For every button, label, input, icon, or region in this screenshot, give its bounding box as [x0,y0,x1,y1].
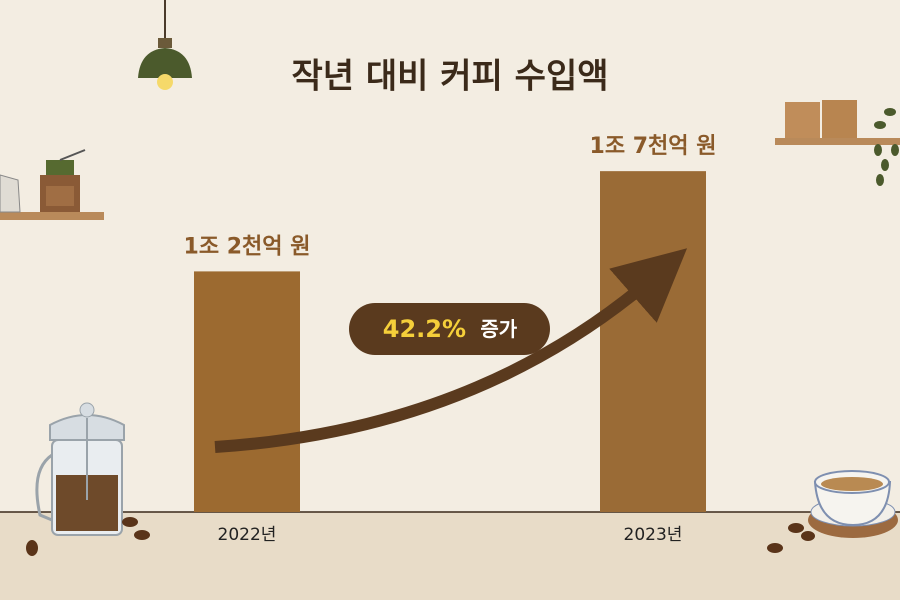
x-tick-label: 2023년 [624,525,683,545]
coffee-beans [26,517,815,556]
growth-arrow [214,248,688,453]
value-label: 1조 2천억 원 [184,234,311,259]
annotation-highlight: 42.2% [383,315,466,343]
bar [600,171,706,512]
floor [0,512,900,600]
bar [194,271,300,512]
annotation-text: 증가 [480,317,517,341]
right-shelf [775,100,900,186]
plot: 1조 2천억 원 2022년 1조 7천억 원 2023년 [184,134,717,545]
value-label: 1조 7천억 원 [590,134,717,159]
coffee-cup [808,470,898,538]
lamp [138,0,192,90]
annotation-pill [349,303,550,355]
french-press [35,402,125,536]
annotation: 42.2% 증가 [383,315,518,343]
left-shelf [0,149,104,220]
chart-title: 작년 대비 커피 수입액 [291,57,608,97]
x-tick-label: 2022년 [218,525,277,545]
